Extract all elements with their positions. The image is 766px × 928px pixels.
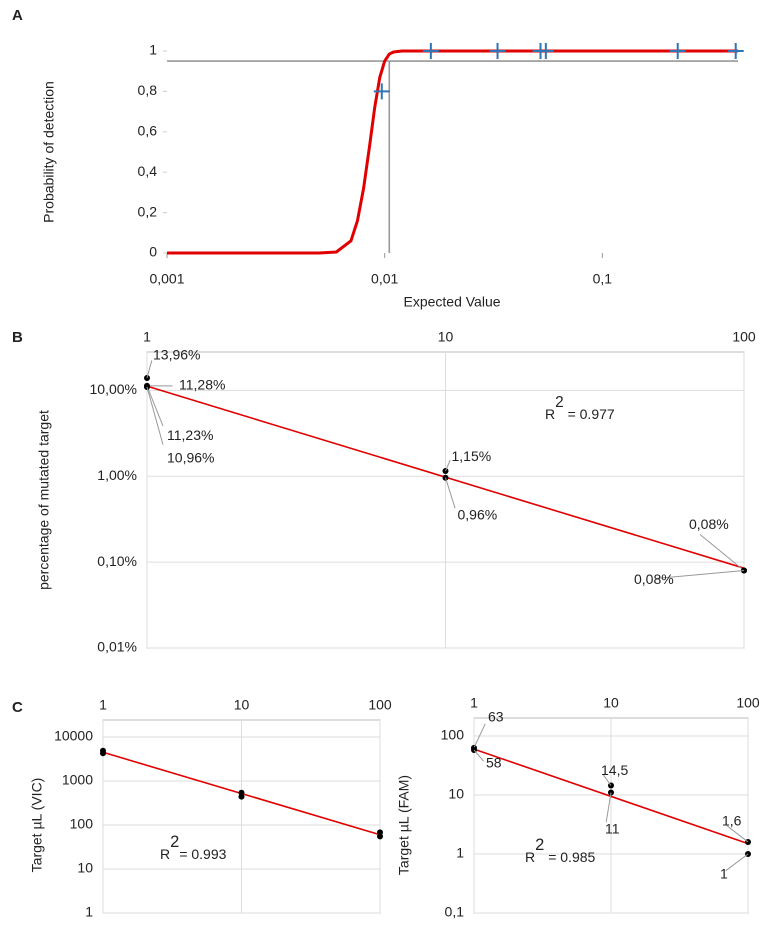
x-tick-label: 1 xyxy=(470,695,478,711)
y-tick-label: 0,6 xyxy=(138,123,158,139)
y-tick-label: 1 xyxy=(456,845,464,861)
r-symbol: R xyxy=(160,846,170,862)
plus-marker xyxy=(489,43,506,59)
y-axis-label: Probability of detection xyxy=(41,81,57,223)
data-point xyxy=(377,833,383,840)
x-tick-label: 0,1 xyxy=(593,271,613,287)
data-label: 63 xyxy=(488,709,504,725)
x-tick-label: 10 xyxy=(234,697,250,713)
plus-marker xyxy=(669,43,686,59)
data-label: 11,28% xyxy=(179,377,225,393)
data-label: 1,15% xyxy=(452,448,492,464)
plus-marker xyxy=(537,43,554,59)
leader-line xyxy=(699,534,745,571)
r-squared: R2 = 0.985 xyxy=(525,836,596,864)
x-tick-label: 0,01 xyxy=(371,271,398,287)
leader-line xyxy=(445,477,456,509)
r-value: = 0.993 xyxy=(179,846,226,862)
data-label: 10,96% xyxy=(167,450,214,466)
y-tick-label: 0,8 xyxy=(138,82,158,98)
plus-marker xyxy=(422,43,439,59)
leader-line xyxy=(473,749,484,762)
panel-label: C xyxy=(12,699,23,716)
r-power: 2 xyxy=(170,833,179,851)
y-axis-label: percentage of mutated target xyxy=(36,410,52,590)
r-power: 2 xyxy=(535,836,544,854)
r-value: = 0.985 xyxy=(544,849,595,865)
data-label: 11 xyxy=(605,820,620,836)
y-tick-label: 0,01% xyxy=(97,639,137,655)
series-line xyxy=(473,748,749,845)
y-axis-label: Target µL (FAM) xyxy=(396,775,412,875)
x-tick-label: 0,001 xyxy=(149,271,184,287)
panel-label: A xyxy=(12,7,23,24)
leader-line xyxy=(725,853,749,872)
y-tick-label: 0,4 xyxy=(138,163,158,179)
leader-line xyxy=(605,792,612,823)
data-label: 0,08% xyxy=(689,516,729,532)
data-label: 1 xyxy=(720,866,728,882)
data-point xyxy=(238,793,245,800)
leader-line xyxy=(146,360,153,379)
plus-marker xyxy=(727,43,744,59)
x-tick-label: 10 xyxy=(603,695,619,711)
y-tick-label: 10000 xyxy=(54,728,93,744)
y-tick-label: 1 xyxy=(149,42,157,58)
y-tick-label: 100 xyxy=(441,727,465,743)
y-tick-label: 1000 xyxy=(62,772,93,788)
leader-line xyxy=(473,723,486,749)
r-power: 2 xyxy=(555,394,564,411)
series-line xyxy=(167,49,738,255)
x-tick-label: 1 xyxy=(143,329,151,345)
data-label: 58 xyxy=(486,755,502,771)
leader-line xyxy=(726,825,749,843)
leader-line xyxy=(146,386,164,445)
r-squared: R2 = 0.977 xyxy=(545,394,615,422)
leader-line xyxy=(602,773,612,786)
r-symbol: R xyxy=(525,849,535,865)
y-tick-label: 0,10% xyxy=(97,553,137,569)
r-symbol: R xyxy=(545,406,555,422)
leader-line xyxy=(655,569,745,579)
y-tick-label: 0,2 xyxy=(138,203,158,219)
r-squared: R2= 0.993 xyxy=(160,833,227,861)
data-point xyxy=(100,750,106,757)
y-tick-label: 0 xyxy=(149,244,157,260)
data-label: 11,23% xyxy=(167,427,213,443)
x-tick-label: 10 xyxy=(438,329,454,345)
x-tick-label: 100 xyxy=(368,697,392,713)
y-tick-label: 10 xyxy=(77,860,93,876)
leader-line xyxy=(146,385,164,427)
panel-label: B xyxy=(12,329,23,346)
data-label: 13,96% xyxy=(153,347,200,363)
data-label: 0,08% xyxy=(634,571,674,587)
y-axis-label: Target µL (VIC) xyxy=(29,778,45,873)
x-tick-label: 1 xyxy=(99,697,107,713)
y-tick-label: 0,1 xyxy=(445,904,465,920)
y-tick-label: 100 xyxy=(70,816,94,832)
x-axis-label: Expected Value xyxy=(403,294,500,310)
y-tick-label: 1 xyxy=(85,904,93,920)
y-tick-label: 10,00% xyxy=(90,381,137,397)
y-tick-label: 10 xyxy=(448,786,464,802)
data-label: 0,96% xyxy=(458,506,498,522)
data-label: 1,6 xyxy=(722,813,742,829)
data-label: 14,5 xyxy=(601,762,628,778)
r-value: = 0.977 xyxy=(564,406,615,422)
y-tick-label: 1,00% xyxy=(97,467,137,483)
x-tick-label: 100 xyxy=(736,695,760,711)
x-tick-label: 100 xyxy=(732,329,756,345)
plus-marker xyxy=(373,83,390,100)
leader-line xyxy=(445,459,451,472)
